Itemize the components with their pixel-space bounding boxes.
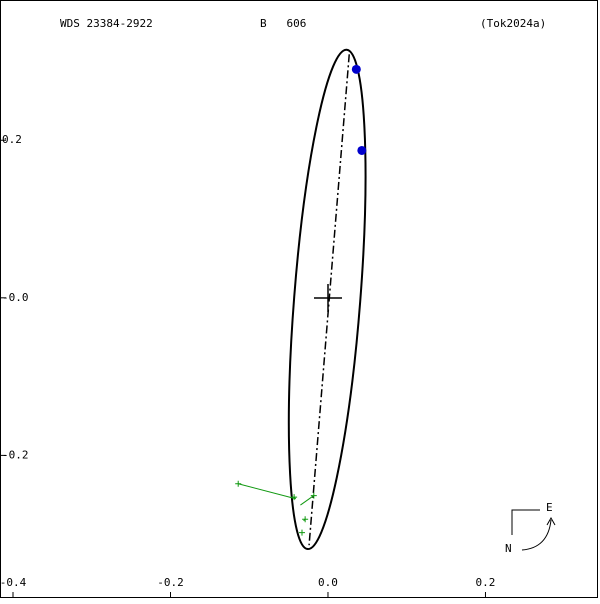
residual-line [300,495,315,506]
x-tick-label: -0.2 [157,576,184,589]
y-tick-label: 0.2 [2,133,22,146]
observation [298,529,305,536]
predicted-point [351,64,361,74]
residual-line [238,483,296,500]
x-tick-label: -0.4 [0,576,27,589]
y-tick-label: -0.2 [2,448,29,461]
orbit-ellipse [287,48,367,551]
y-tick-label: -0.0 [2,291,29,304]
chart-title: WDS 23384-2922 [60,17,153,30]
reference: (Tok2024a) [480,17,546,30]
primary-cross [314,284,342,312]
observation [302,516,309,523]
compass-north: N [505,542,512,555]
chart-subtitle: B 606 [260,17,306,30]
predicted-point [357,145,367,155]
observation [291,494,298,501]
x-tick-label: 0.0 [318,576,338,589]
line-of-apsides [308,54,350,546]
compass-arrows [511,509,556,551]
observation [235,480,242,487]
observation [310,492,317,499]
x-tick-label: 0.2 [476,576,496,589]
compass-east: E [546,501,553,514]
